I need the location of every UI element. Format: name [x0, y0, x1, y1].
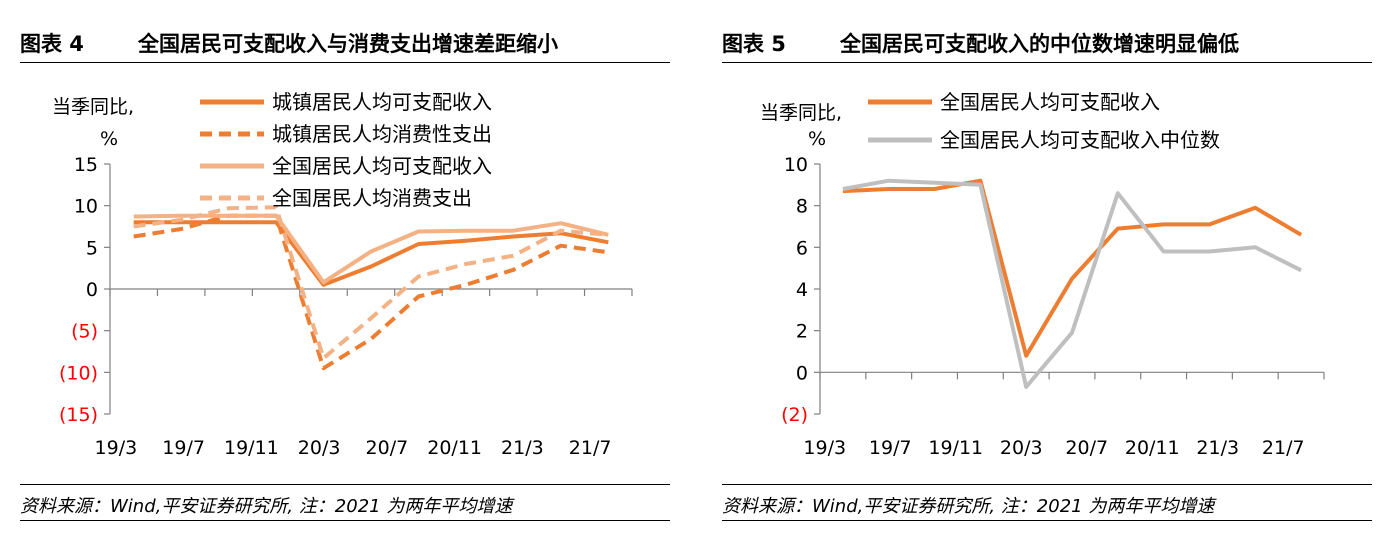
figure-4-title: 图表 4 全国居民可支配收入与消费支出增速差距缩小: [20, 28, 670, 58]
series-line-3: [133, 213, 609, 285]
legend-label-2: 全国居民人均可支配收入中位数: [940, 128, 1220, 152]
y-tick-label: 15: [74, 154, 98, 176]
x-tick-label: 19/11: [224, 437, 279, 459]
y-tick-label: 8: [796, 196, 808, 218]
x-tick-label: 21/3: [501, 437, 544, 459]
figure-5-title-rule: [722, 62, 1372, 63]
figure-4-source-rule: [20, 484, 670, 485]
x-tick-label: 20/11: [427, 437, 482, 459]
y-tick-label: (5): [71, 321, 98, 343]
figure-4-title-text: 全国居民可支配收入与消费支出增速差距缩小: [138, 32, 558, 56]
figure-4-title-rule: [20, 62, 670, 63]
y-tick-label: 5: [86, 237, 98, 259]
figure-4-number: 图表 4: [20, 32, 84, 56]
y-tick-label: 10: [74, 196, 98, 218]
figure-4-yaxis-unit: %: [100, 128, 119, 150]
x-tick-label: 19/11: [928, 437, 983, 459]
series-line-4: [133, 205, 609, 361]
x-tick-label: 21/3: [1196, 437, 1239, 459]
figure-5-number: 图表 5: [722, 32, 786, 56]
y-tick-label: 10: [784, 154, 808, 176]
series-line-1: [133, 220, 609, 287]
series-line-2: [133, 213, 609, 371]
x-tick-label: 20/3: [1000, 437, 1043, 459]
figure-5-title: 图表 5 全国居民可支配收入的中位数增速明显偏低: [722, 28, 1372, 58]
x-tick-label: 19/3: [95, 437, 138, 459]
x-tick-label: 20/7: [366, 437, 409, 459]
legend-label-2: 城镇居民人均消费性支出: [272, 122, 492, 146]
figure-4-source-note: 资料来源：Wind,平安证券研究所, 注：2021 为两年平均增速: [20, 496, 513, 517]
series-line-1: [842, 178, 1303, 358]
legend-label-4: 全国居民人均消费支出: [272, 186, 472, 210]
figure-5-yaxis-unit: %: [808, 128, 827, 150]
x-tick-label: 21/7: [1262, 437, 1305, 459]
figure-5-chart: 10 8 6 4 2 0 (2) 19/3 19/7 19/11 20/3 20/7 20/11 21/3…: [781, 90, 1325, 459]
figure-5-source-note: 资料来源：Wind,平安证券研究所, 注：2021 为两年平均增速: [722, 496, 1215, 517]
figure-4-panel: 图表 4 全国居民可支配收入与消费支出增速差距缩小 当季同比, % 15 10 5 0 (…: [20, 0, 670, 540]
legend-label-1: 全国居民人均可支配收入: [940, 90, 1160, 114]
figure-5-title-text: 全国居民可支配收入的中位数增速明显偏低: [840, 32, 1239, 56]
figure-5-source-rule: [722, 484, 1372, 485]
series-line-2: [842, 178, 1302, 389]
figure-5-bottom-rule: [722, 520, 1372, 521]
figure-4-yaxis-label: 当季同比,: [52, 96, 135, 118]
y-tick-label: 6: [796, 237, 808, 259]
y-tick-label: (2): [781, 404, 808, 426]
x-tick-label: 20/11: [1125, 437, 1180, 459]
x-tick-label: 20/3: [298, 437, 341, 459]
y-tick-label: (15): [59, 404, 98, 426]
y-tick-label: 4: [796, 279, 808, 301]
y-tick-label: 2: [796, 321, 808, 343]
figure-5-yaxis-label: 当季同比,: [760, 102, 843, 124]
figure-5-panel: 图表 5 全国居民可支配收入的中位数增速明显偏低 当季同比, % 10 8 6 4 2 0 (…: [722, 0, 1372, 540]
figure-4-chart: 15 10 5 0 (5) (10) (15) 19/3 19/7 19/11 20/3 20/7 20…: [59, 90, 633, 459]
x-tick-label: 20/7: [1065, 437, 1108, 459]
x-tick-label: 19/3: [803, 437, 846, 459]
legend-label-1: 城镇居民人均可支配收入: [272, 90, 492, 114]
y-tick-label: 0: [86, 279, 98, 301]
x-tick-label: 21/7: [569, 437, 612, 459]
legend-label-3: 全国居民人均可支配收入: [272, 154, 492, 178]
x-tick-label: 19/7: [869, 437, 912, 459]
y-tick-label: 0: [796, 362, 808, 384]
x-tick-label: 19/7: [162, 437, 205, 459]
figure-4-bottom-rule: [20, 520, 670, 521]
y-tick-label: (10): [59, 362, 98, 384]
